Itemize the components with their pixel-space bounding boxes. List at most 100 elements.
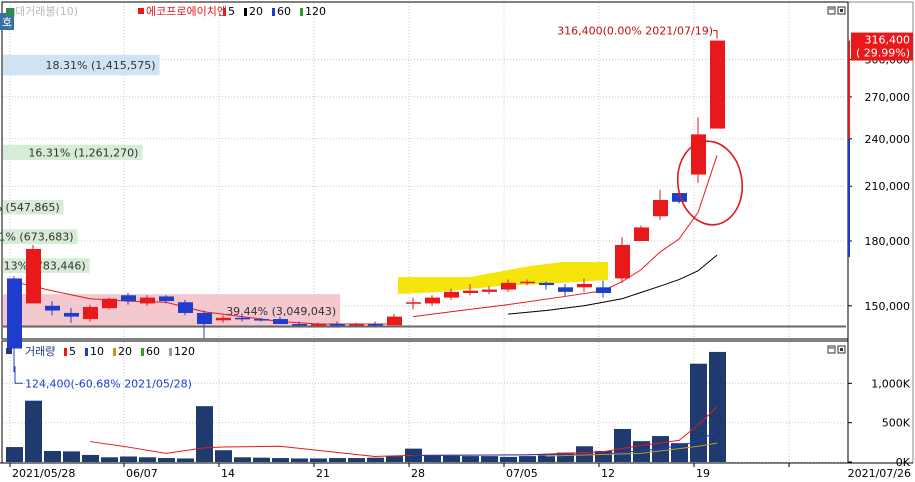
candle-body bbox=[330, 324, 345, 326]
low-price-annotation: 124,400(-60.68% 2021/05/28) bbox=[25, 377, 192, 390]
x-tick-label: 07/05 bbox=[506, 467, 538, 480]
x-tick-label: 19 bbox=[696, 467, 710, 480]
volume-bar bbox=[424, 454, 441, 462]
candle-body bbox=[691, 134, 706, 175]
candle-body bbox=[368, 324, 383, 326]
volume-bar bbox=[63, 451, 80, 462]
volume-ma5-line bbox=[89, 406, 718, 457]
volume-profile-label: 10.13% (783,446) bbox=[0, 260, 86, 273]
volume-bar bbox=[25, 400, 42, 462]
axis-stripe-up bbox=[848, 40, 850, 139]
price-tick-label: 240,000 bbox=[865, 133, 911, 146]
volume-bar bbox=[519, 456, 536, 462]
volume-bar bbox=[101, 457, 118, 462]
volume-bar bbox=[443, 455, 460, 462]
volume-bar bbox=[291, 458, 308, 462]
candle-body bbox=[672, 193, 687, 202]
legend-ma-swatch bbox=[223, 8, 226, 16]
candle-body bbox=[615, 244, 630, 279]
volume-panel-maximize-icon[interactable] bbox=[827, 345, 836, 354]
candle-body bbox=[349, 324, 364, 326]
legend-volume-profile: 대거래불(10) bbox=[15, 5, 78, 18]
candle-body bbox=[406, 302, 421, 304]
volume-ma10-line bbox=[412, 430, 718, 457]
candle-body bbox=[235, 317, 250, 320]
price-panel-maximize-icon[interactable] bbox=[827, 6, 836, 15]
legend-vol-ma-label: 60 bbox=[146, 345, 160, 358]
highlight-marker bbox=[398, 262, 608, 294]
legend-ma-swatch bbox=[244, 8, 247, 16]
price-tick-label: 210,000 bbox=[865, 180, 911, 193]
candle-body bbox=[102, 298, 117, 309]
candle-body bbox=[577, 283, 592, 288]
candle-body bbox=[197, 312, 212, 325]
volume-profile-label: 16.31% (1,261,270) bbox=[28, 146, 138, 159]
candle-body bbox=[482, 289, 497, 292]
current-change-label: ( 29.99%) bbox=[856, 47, 910, 60]
volume-ma20-line bbox=[545, 442, 718, 457]
volume-profile-bar bbox=[3, 54, 160, 76]
candle-body bbox=[45, 305, 60, 311]
volume-bar bbox=[120, 456, 137, 462]
legend-ma-label: 20 bbox=[249, 5, 263, 18]
candle-body bbox=[292, 324, 307, 326]
high-arrow bbox=[713, 30, 718, 39]
x-tick-label: 21 bbox=[316, 467, 330, 480]
volume-legend: 거래량 5 10 20 60 120 bbox=[6, 345, 195, 358]
volume-bar bbox=[481, 456, 498, 462]
volume-bar bbox=[253, 457, 270, 462]
volume-bar bbox=[215, 450, 232, 462]
volume-bar bbox=[709, 351, 726, 462]
volume-bar bbox=[158, 458, 175, 462]
current-price-box bbox=[851, 32, 913, 61]
candle-body bbox=[558, 287, 573, 292]
candle-body bbox=[216, 317, 231, 321]
volume-profile-label: 8.71% (673,683) bbox=[0, 231, 73, 244]
x-tick-label: 28 bbox=[411, 467, 425, 480]
volume-tick-label: 1,000K bbox=[871, 377, 910, 390]
volume-bar bbox=[462, 456, 479, 462]
candle-body bbox=[444, 291, 459, 298]
candle-body bbox=[178, 302, 193, 313]
volume-bar bbox=[595, 450, 612, 462]
axis-stripe-down bbox=[848, 138, 850, 258]
candle-body bbox=[387, 316, 402, 326]
volume-profile-bar bbox=[3, 200, 64, 215]
volume-bar bbox=[690, 363, 707, 462]
legend-ma-label: 60 bbox=[277, 5, 291, 18]
red-circle-annotation bbox=[676, 140, 744, 226]
volume-bar bbox=[367, 457, 384, 462]
volume-bar bbox=[6, 447, 23, 462]
volume-bar bbox=[82, 454, 99, 462]
candle-body bbox=[710, 40, 725, 129]
candle-body bbox=[254, 319, 269, 321]
volume-profile-bar bbox=[3, 229, 78, 244]
volume-tick-label: 500K bbox=[882, 417, 911, 430]
candle-body bbox=[596, 287, 611, 293]
volume-bar bbox=[538, 455, 555, 462]
ma20-line bbox=[507, 254, 718, 315]
legend-ma-swatch bbox=[272, 8, 275, 16]
volume-bar bbox=[310, 458, 327, 462]
legend-stock-name: 에코프로에이치엔 bbox=[146, 5, 227, 18]
candle-body bbox=[539, 282, 554, 286]
legend-vol-ma-label: 5 bbox=[69, 345, 76, 358]
legend-ma-label: 5 bbox=[228, 5, 235, 18]
legend-prefix-icon[interactable]: ■ bbox=[5, 5, 15, 18]
price-panel-close-icon[interactable] bbox=[837, 6, 846, 15]
legend-vol-ma-label: 120 bbox=[174, 345, 195, 358]
candle-body bbox=[501, 282, 516, 290]
x-tick-label: 12 bbox=[601, 467, 615, 480]
x-tick-label: 2021/07/26 bbox=[848, 467, 911, 480]
x-tick-label: 06/07 bbox=[126, 467, 158, 480]
candle-body bbox=[64, 312, 79, 317]
side-tab[interactable] bbox=[0, 13, 14, 30]
volume-bar bbox=[139, 457, 156, 462]
legend-volume-title: 거래량 bbox=[25, 345, 55, 358]
volume-profile-bar bbox=[3, 258, 90, 273]
legend-vol-ma-label: 20 bbox=[118, 345, 132, 358]
volume-bar bbox=[234, 457, 251, 462]
volume-panel-close-icon[interactable] bbox=[837, 345, 846, 354]
legend-ma-swatch bbox=[300, 8, 303, 16]
